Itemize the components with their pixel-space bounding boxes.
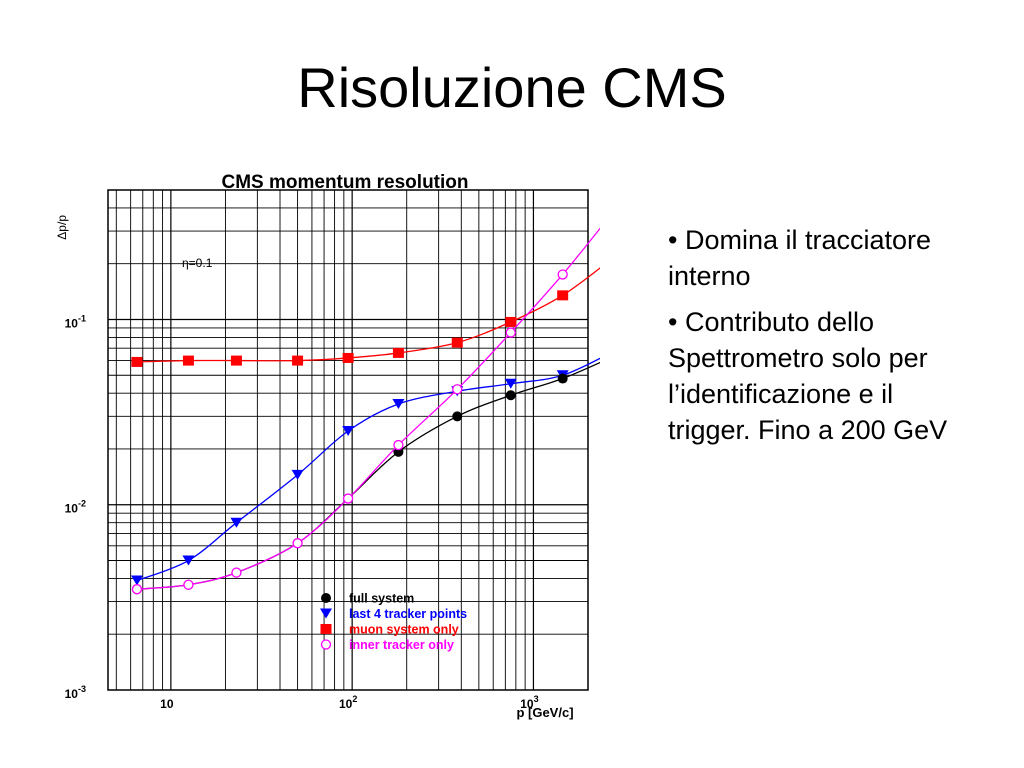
chart-title: CMS momentum resolution <box>221 172 468 193</box>
legend-marker <box>320 639 332 650</box>
legend-marker <box>320 608 332 619</box>
series-line <box>136 267 600 363</box>
x-tick-label: 10 <box>160 697 174 711</box>
legend-item: full system <box>321 592 414 606</box>
data-point <box>393 439 404 451</box>
data-point <box>557 269 568 280</box>
data-point <box>452 411 463 422</box>
data-point <box>392 347 404 358</box>
series-last-4-tracker-points <box>130 357 600 586</box>
bullet-item: • Contributo dello Spettrometro solo per… <box>668 307 948 445</box>
x-axis-label: p [GeV/c] <box>516 705 573 720</box>
data-point <box>392 398 405 409</box>
data-point <box>342 493 354 504</box>
data-point <box>231 567 242 578</box>
data-point <box>230 517 243 528</box>
data-point <box>452 384 463 395</box>
data-point <box>182 355 194 366</box>
data-point <box>292 355 304 366</box>
data-point <box>230 355 242 366</box>
eta-annotation: η=0.1 <box>182 256 213 270</box>
data-point <box>505 316 517 327</box>
legend-item: last 4 tracker points <box>320 607 467 621</box>
chart: CMS momentum resolution Δp/p p [GeV/c] η… <box>55 172 600 720</box>
data-point <box>131 584 143 595</box>
y-axis-label: Δp/p <box>55 215 69 240</box>
legend-label: inner tracker only <box>349 638 454 652</box>
data-point <box>504 378 517 389</box>
series-line <box>136 361 600 590</box>
series-line <box>136 357 600 582</box>
bullet-list: • Domina il tracciatore interno • Contri… <box>668 222 968 458</box>
y-tick-label: 10-1 <box>65 313 86 330</box>
data-point <box>291 469 304 480</box>
legend-item: inner tracker only <box>320 638 454 652</box>
x-tick-label: 102 <box>339 694 357 711</box>
bullet-item: • Domina il tracciatore interno <box>668 225 932 291</box>
data-point <box>342 426 355 437</box>
plot-frame <box>107 189 589 691</box>
data-point <box>505 390 516 401</box>
legend-label: muon system only <box>349 623 459 637</box>
data-point <box>292 538 303 549</box>
data-point <box>451 337 463 348</box>
series-inner-tracker-only <box>131 227 600 595</box>
legend-item: muon system only <box>320 623 459 637</box>
data-point <box>505 327 516 338</box>
y-tick-label: 10-2 <box>65 499 86 516</box>
data-point <box>131 356 143 367</box>
data-point <box>182 555 195 566</box>
legend-label: full system <box>349 592 414 606</box>
data-point <box>342 352 354 363</box>
series-line <box>136 227 600 590</box>
series-full-system <box>131 361 600 595</box>
legend-marker <box>320 624 332 634</box>
series-muon-system-only <box>131 267 600 367</box>
data-point <box>557 373 568 384</box>
data-point <box>557 290 569 301</box>
legend-marker <box>321 593 331 603</box>
data-point <box>130 575 143 586</box>
y-tick-label: 10-3 <box>65 684 86 701</box>
slide-title: Risoluzione CMS <box>297 56 727 119</box>
data-point <box>183 579 194 590</box>
legend-label: last 4 tracker points <box>349 607 467 621</box>
